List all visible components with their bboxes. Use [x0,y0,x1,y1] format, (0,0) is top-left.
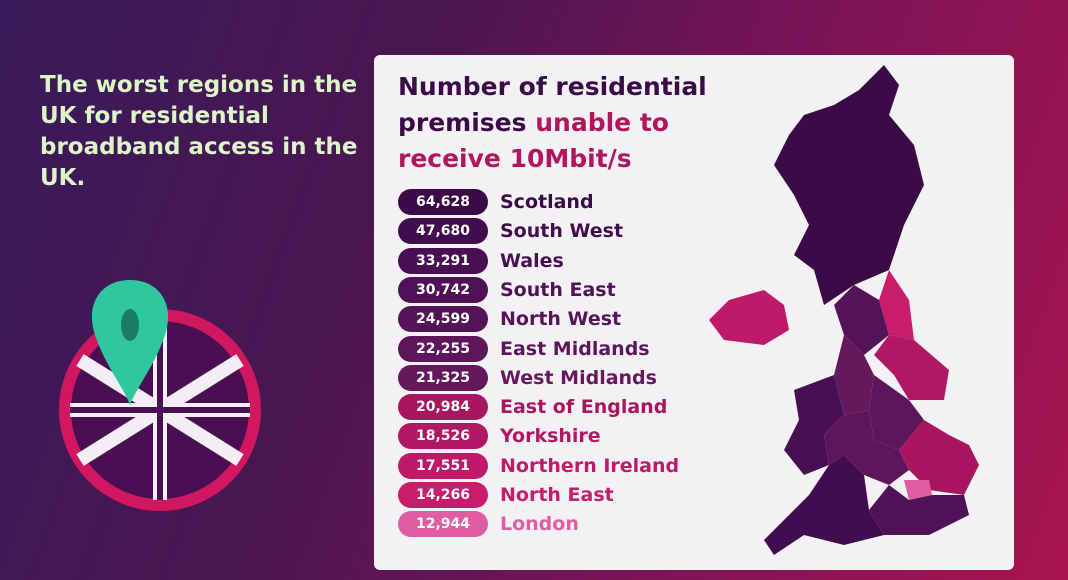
region-row: 47,680 South West [398,218,624,245]
region-row: 30,742 South East [398,276,616,303]
value-pill: 20,984 [398,394,488,421]
region-row: 12,944 London [398,511,579,538]
value-pill: 64,628 [398,189,488,215]
value-pill: 22,255 [398,335,488,362]
region-name: South East [500,278,616,301]
region-row: 18,526 Yorkshire [398,423,601,450]
region-row: 22,255 East Midlands [398,335,650,362]
region-name: East Midlands [500,337,650,360]
flag-pin-icon [59,280,261,511]
uk-map [709,65,979,555]
region-row: 24,599 North West [398,306,622,333]
region-row: 33,291 Wales [398,247,564,274]
value-pill: 18,526 [398,423,488,450]
card: Number of residential premises unable to… [374,55,1014,570]
region-name: London [500,513,579,536]
region-name: East of England [500,396,668,419]
region-name: South West [500,220,624,243]
value-pill: 47,680 [398,218,488,245]
region-name: Scotland [500,191,594,213]
value-pill: 30,742 [398,276,488,303]
region-name: West Midlands [500,366,657,389]
region-name: North West [500,308,622,331]
region-row: 17,551 Northern Ireland [398,452,680,479]
region-row: 64,628 Scotland [398,189,594,215]
value-pill: 12,944 [398,511,488,538]
card-title: Number of residential premises unable to… [398,69,718,177]
region-name: Yorkshire [500,425,601,448]
region-row: 21,325 West Midlands [398,364,657,391]
value-pill: 14,266 [398,482,488,508]
region-name: Northern Ireland [500,454,680,477]
value-pill: 17,551 [398,452,488,479]
region-name: North East [500,484,614,506]
heading: The worst regions in the UK for resident… [40,72,358,191]
region-name: Wales [500,249,564,272]
title-plain: Number of residential premises [398,72,707,137]
region-row: 14,266 North East [398,482,614,508]
region-row: 20,984 East of England [398,394,668,421]
value-pill: 21,325 [398,364,488,391]
title-highlight: unable to receive 10Mbit/s [398,108,669,173]
value-pill: 33,291 [398,247,488,274]
value-pill: 24,599 [398,306,488,333]
